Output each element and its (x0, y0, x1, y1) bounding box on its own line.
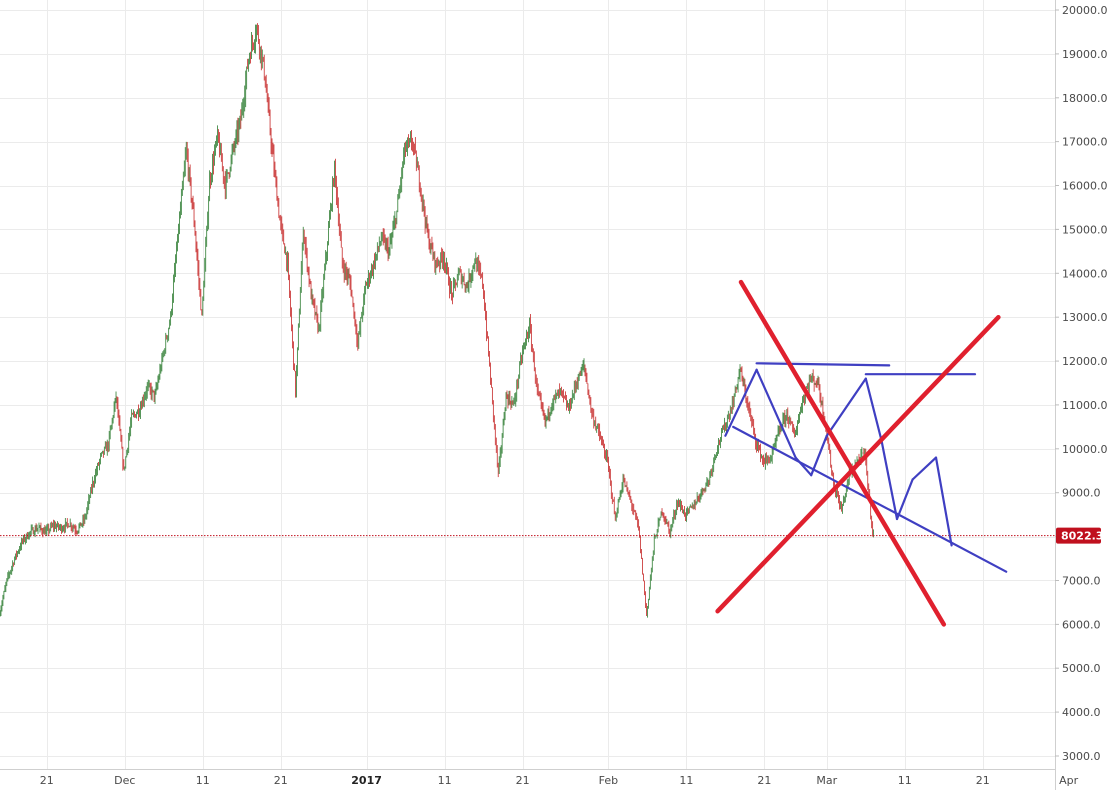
price-tick-label: 13000.0 (1062, 311, 1108, 324)
price-tick-label: 4000.0 (1062, 706, 1101, 719)
trendline-blue[interactable] (724, 368, 758, 437)
time-axis[interactable]: 21 Dec 11 21 2017 11 21 Feb 11 21 Mar 11 21 Apr (40, 774, 1079, 787)
time-tick-label: 21 (274, 774, 288, 787)
price-tick-label: 10000.0 (1062, 443, 1108, 456)
time-tick-label: 21 (757, 774, 771, 787)
trendline-blue[interactable] (864, 377, 883, 442)
drawing-layer (715, 279, 1008, 627)
cross-out-line-red[interactable] (715, 314, 1001, 614)
price-tag-label: 8022.3 (1061, 530, 1103, 543)
price-tick-label: 20000.0 (1062, 4, 1108, 17)
price-tick-label: 6000.0 (1062, 618, 1101, 631)
time-tick-label: 11 (438, 774, 452, 787)
price-tag-background (1056, 527, 1101, 544)
trendline-blue[interactable] (895, 478, 914, 521)
cross-out-line-red[interactable] (738, 279, 947, 627)
price-tick-label: 11000.0 (1062, 399, 1108, 412)
price-tick-label: 14000.0 (1062, 267, 1108, 280)
trendline-blue[interactable] (880, 438, 899, 521)
trendline-blue[interactable] (755, 362, 891, 367)
candle-layer (0, 23, 874, 618)
time-tick-label: Mar (816, 774, 837, 787)
trendline-blue[interactable] (934, 456, 953, 547)
trendline-blue[interactable] (911, 456, 938, 481)
price-tick-label: 9000.0 (1062, 487, 1101, 500)
price-tick-label: 5000.0 (1062, 662, 1101, 675)
price-tick-label: 7000.0 (1062, 575, 1101, 588)
time-tick-label: 2017 (351, 774, 382, 787)
current-price-tag: 8022.3 (1056, 527, 1103, 544)
time-tick-label: Apr (1059, 774, 1079, 787)
time-tick-label: 21 (40, 774, 54, 787)
time-axis-background (0, 769, 1055, 790)
trendline-blue[interactable] (810, 434, 828, 477)
price-axis-background (1055, 0, 1112, 790)
price-tick-label: 19000.0 (1062, 48, 1108, 61)
price-tick-label: 17000.0 (1062, 136, 1108, 149)
time-tick-label: 11 (196, 774, 210, 787)
trendline-blue[interactable] (825, 377, 867, 437)
time-tick-label: 11 (898, 774, 912, 787)
grid-layer (0, 0, 1070, 769)
price-tick-label: 12000.0 (1062, 355, 1108, 368)
trendline-blue[interactable] (794, 456, 813, 477)
time-tick-label: 11 (679, 774, 693, 787)
price-tick-label: 18000.0 (1062, 92, 1108, 105)
price-tick-label: 15000.0 (1062, 223, 1108, 236)
price-tick-label: 3000.0 (1062, 750, 1101, 763)
time-tick-label: 21 (516, 774, 530, 787)
time-tick-label: Dec (114, 774, 135, 787)
price-tick-label: 16000.0 (1062, 180, 1108, 193)
trendline-blue[interactable] (755, 368, 797, 459)
time-tick-label: Feb (599, 774, 618, 787)
time-tick-label: 21 (976, 774, 990, 787)
